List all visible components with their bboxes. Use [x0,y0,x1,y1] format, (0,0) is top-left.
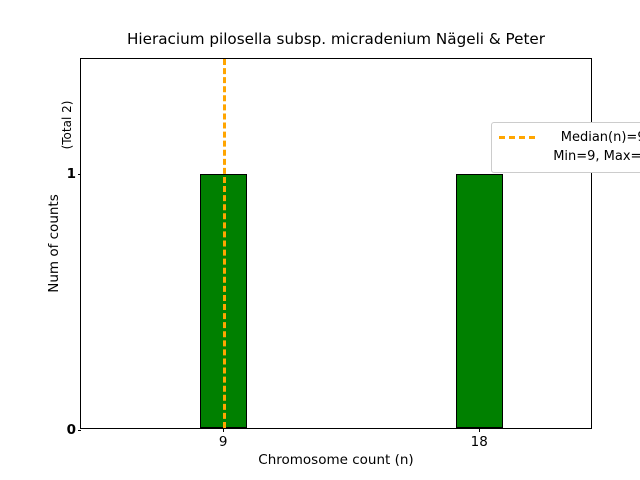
chart-legend: Median(n)=9.0 Min=9, Max=18 [491,122,640,173]
chart-title: Hieracium pilosella subsp. micradenium N… [126,30,546,48]
xtick-mark-9 [223,428,225,432]
xtick-label-18: 18 [470,434,488,450]
ytick-mark-1 [77,174,81,176]
dashed-line-icon [499,136,535,139]
bar-18[interactable] [455,173,503,428]
legend-label-median: Median(n)=9.0 [560,130,640,145]
xtick-mark-18 [479,428,481,432]
bar-9[interactable] [199,173,247,428]
xtick-label-9: 9 [218,434,228,450]
y-axis-label-total: (Total 2) [60,100,74,150]
legend-item-median: Median(n)=9.0 [499,128,640,147]
plot-area: 0 1 9 18 Median(n)=9.0 Min=9, Max=18 [67,58,640,450]
ytick-label-0: 0 [66,422,76,438]
legend-label-minmax: Min=9, Max=18 [553,149,640,164]
ytick-label-1: 1 [66,166,76,183]
legend-spacer-icon [499,155,535,158]
legend-item-minmax: Min=9, Max=18 [499,147,640,166]
ytick-mark-0 [77,430,81,431]
x-axis-label: Chromosome count (n) [258,452,414,468]
median-line [223,59,227,428]
plot-inner [81,59,591,428]
